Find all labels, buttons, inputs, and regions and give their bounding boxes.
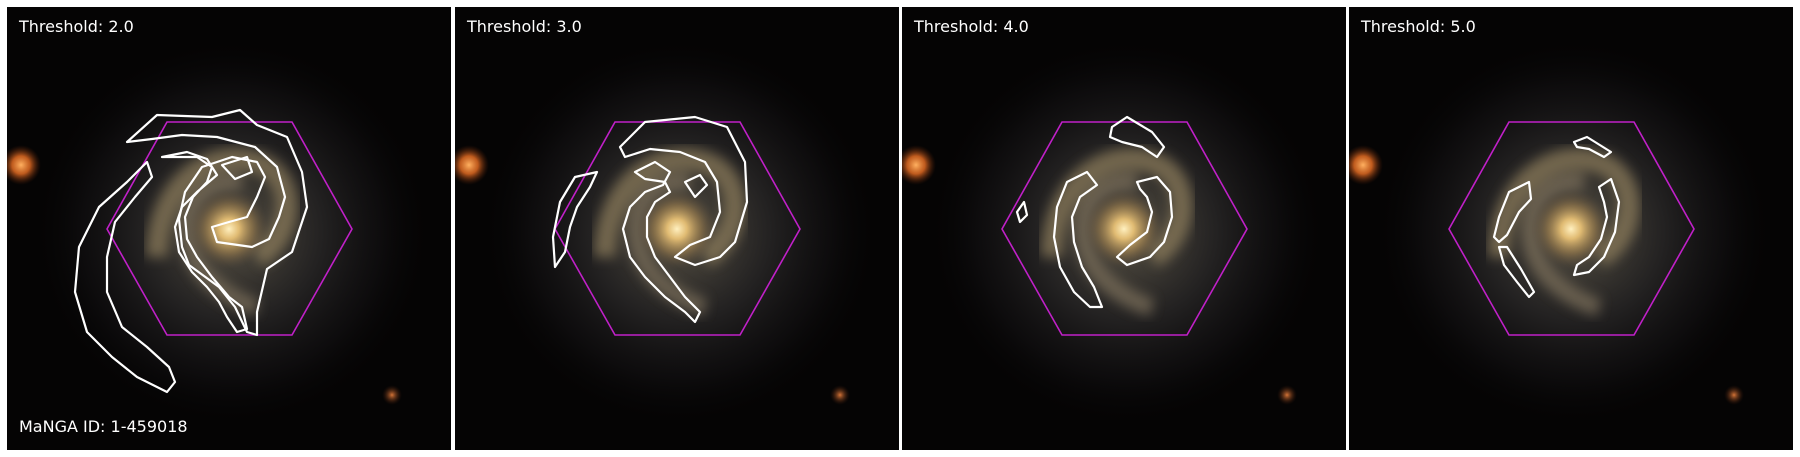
background-star <box>382 385 402 405</box>
manga-id-label: MaNGA ID: 1-459018 <box>19 417 188 436</box>
panel-threshold-4: Threshold: 4.0 <box>902 7 1346 450</box>
threshold-label: Threshold: 5.0 <box>1361 17 1476 36</box>
arm-contours <box>1492 135 1621 299</box>
background-star <box>1277 385 1297 405</box>
foreground-star <box>7 145 41 185</box>
arm-contours <box>551 115 749 324</box>
ifu-hexagon <box>106 121 353 336</box>
galaxy-image <box>455 7 899 450</box>
galaxy-image <box>7 7 451 450</box>
panel-threshold-3: Threshold: 3.0 <box>455 7 899 450</box>
galaxy-image <box>1349 7 1793 450</box>
ifu-hexagon <box>1448 121 1695 336</box>
threshold-label: Threshold: 2.0 <box>19 17 134 36</box>
background-star <box>1724 385 1744 405</box>
galaxy-image <box>902 7 1346 450</box>
threshold-label: Threshold: 4.0 <box>914 17 1029 36</box>
panel-threshold-2: Threshold: 2.0 MaNGA ID: 1-459018 <box>7 7 451 450</box>
panel-threshold-5: Threshold: 5.0 <box>1349 7 1793 450</box>
arm-contours <box>73 108 309 394</box>
arm-contours <box>1015 115 1174 309</box>
ifu-hexagon <box>1001 121 1248 336</box>
threshold-label: Threshold: 3.0 <box>467 17 582 36</box>
background-star <box>830 385 850 405</box>
foreground-star <box>1349 145 1383 185</box>
foreground-star <box>902 145 936 185</box>
foreground-star <box>455 145 489 185</box>
